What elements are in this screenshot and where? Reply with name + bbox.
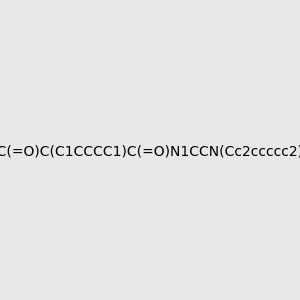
Text: COC(=O)C(C1CCCC1)C(=O)N1CCN(Cc2ccccc2)CC1: COC(=O)C(C1CCCC1)C(=O)N1CCN(Cc2ccccc2)CC… [0,145,300,158]
